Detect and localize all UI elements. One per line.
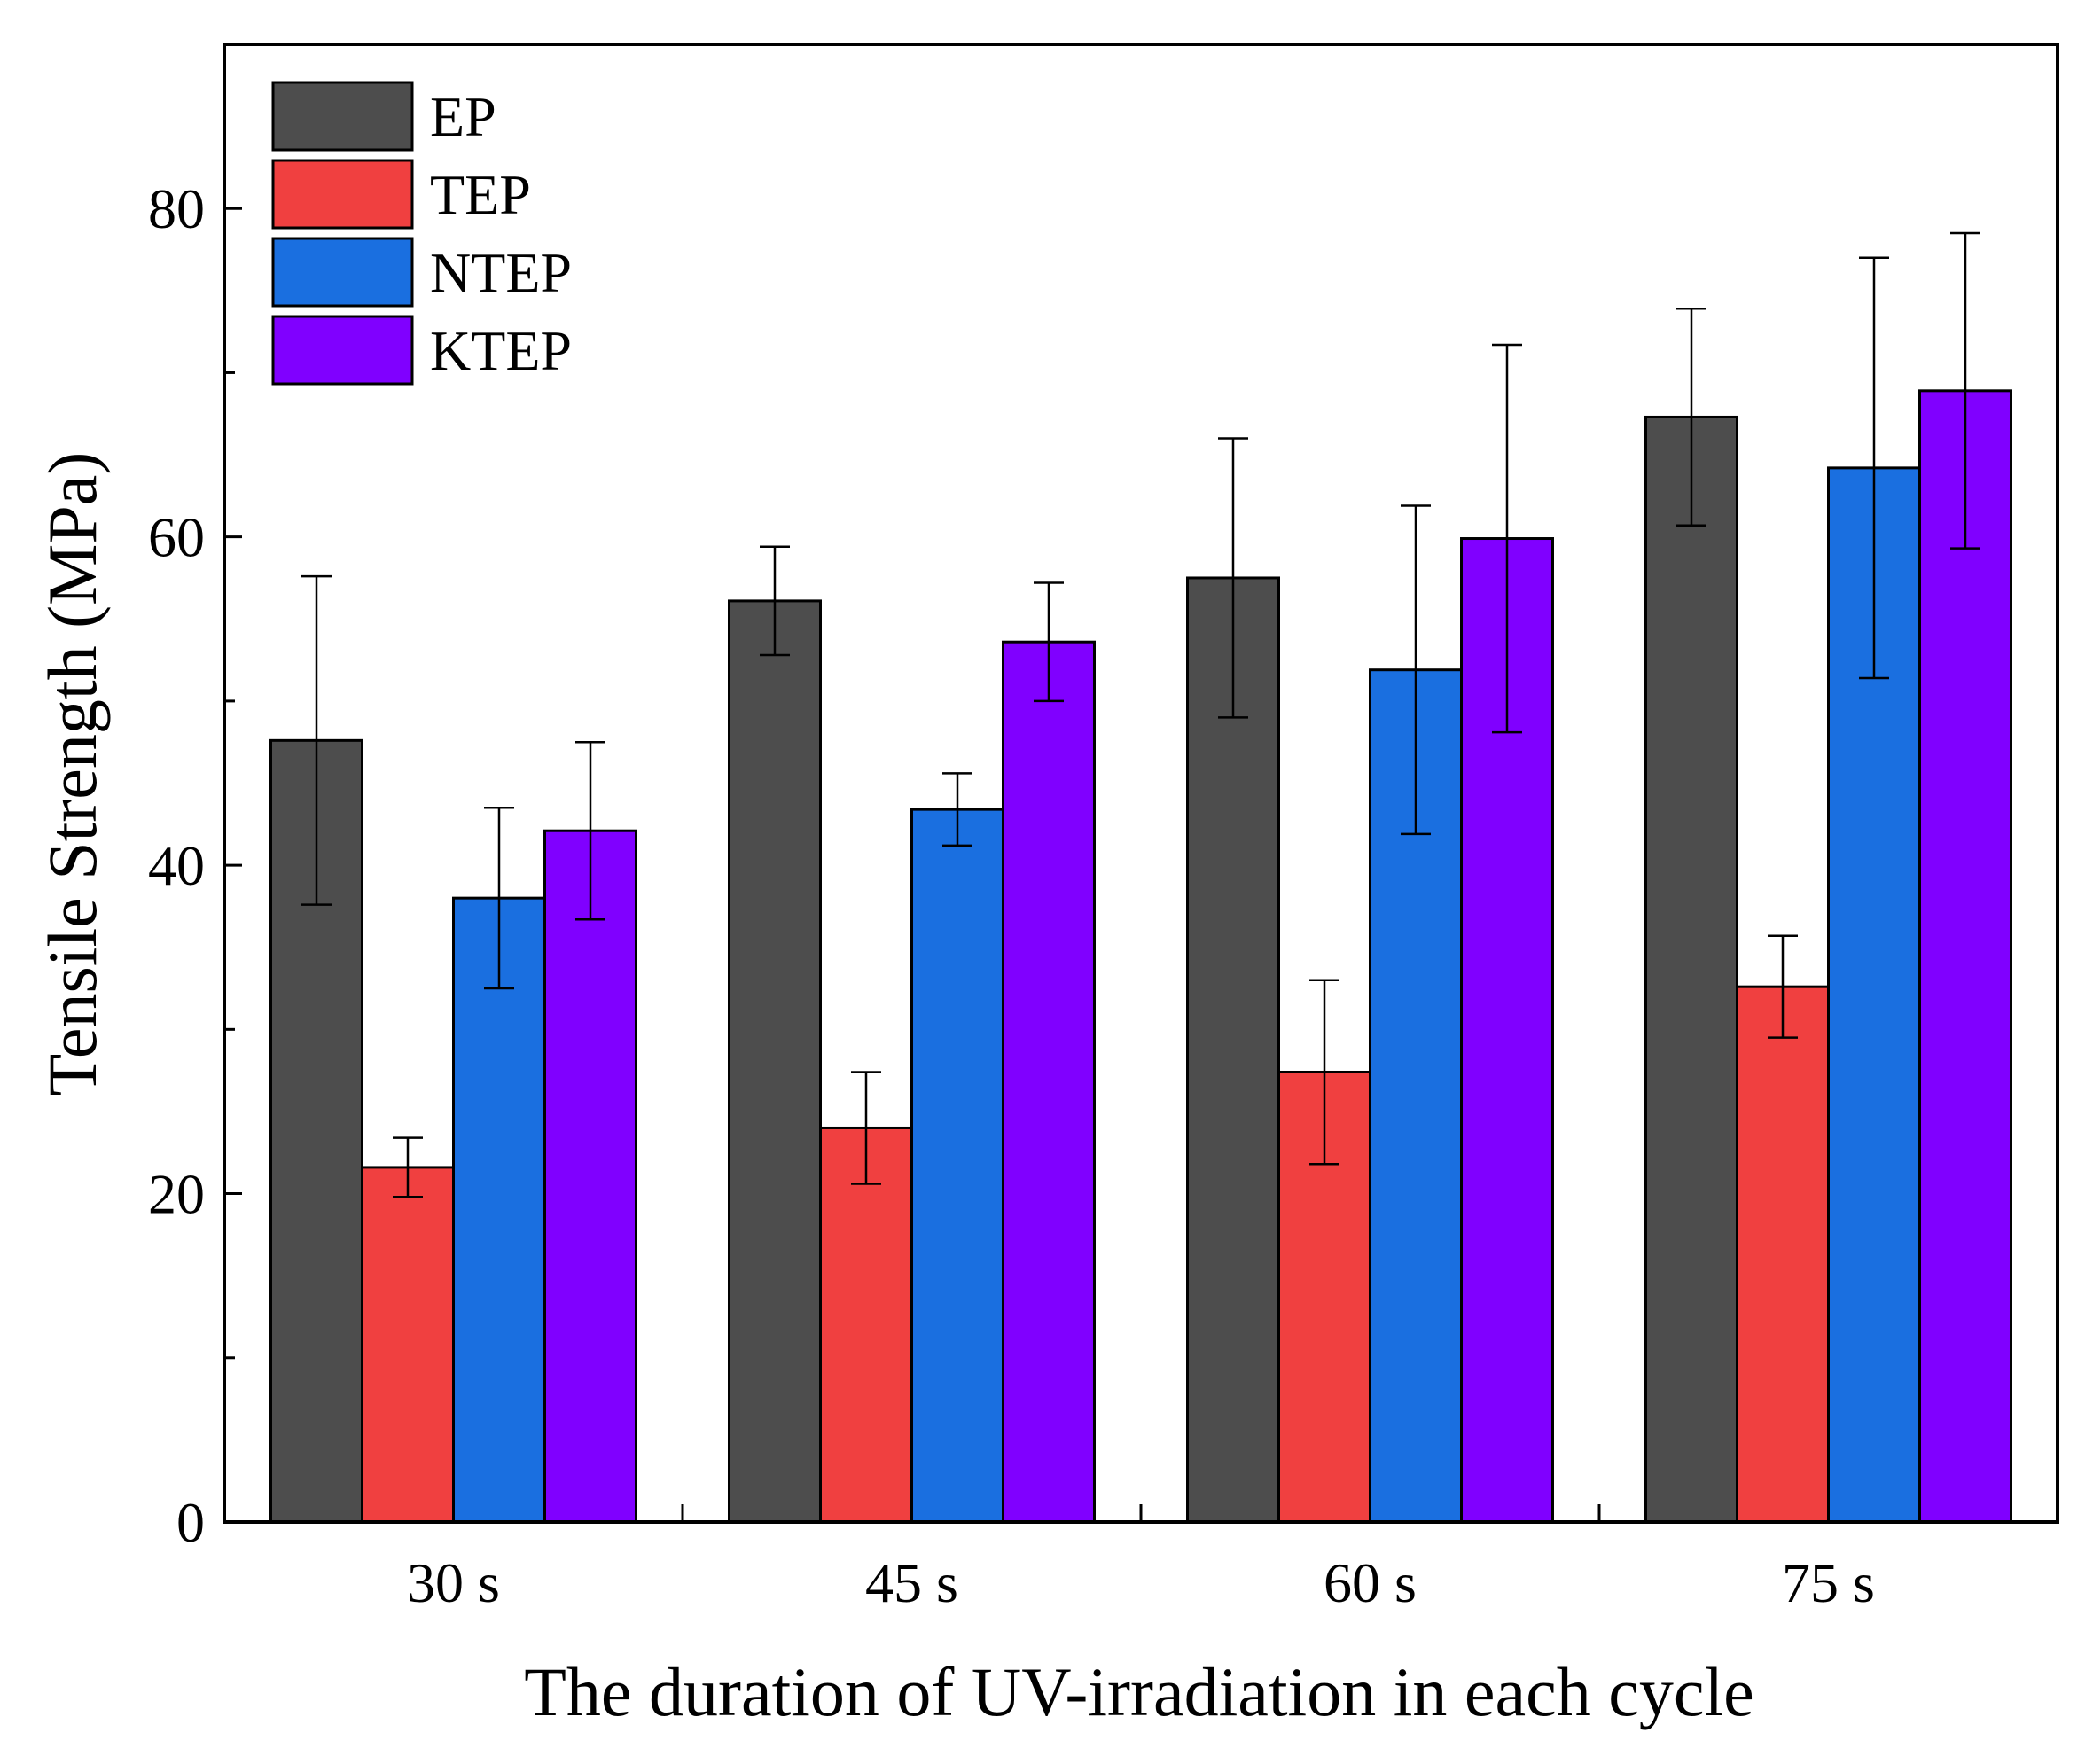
error-bar-tep-1 <box>851 1071 881 1185</box>
y-tick-label-60: 60 <box>148 506 205 569</box>
bar-ntep-1 <box>910 808 1004 1524</box>
y-tick-label-0: 0 <box>176 1491 205 1554</box>
bar-ktep-3 <box>1918 389 2012 1524</box>
legend-item-ntep: NTEP <box>271 237 572 308</box>
x-tick-label-3: 75 s <box>1782 1551 1875 1614</box>
bar-ntep-0 <box>452 896 546 1524</box>
bar-ep-1 <box>728 599 822 1524</box>
series-tep <box>361 934 1830 1524</box>
bar-ktep-1 <box>1002 640 1096 1524</box>
legend-label-ktep: KTEP <box>430 319 572 382</box>
error-bar-ktep-2 <box>1492 343 1522 734</box>
legend-swatch-tep <box>271 159 414 230</box>
legend-label-ep: EP <box>430 85 496 148</box>
series-ntep <box>452 256 1921 1524</box>
error-bar-tep-2 <box>1309 979 1339 1166</box>
bar-tep-1 <box>819 1126 913 1524</box>
error-bar-ep-0 <box>301 574 332 906</box>
bar-ktep-0 <box>543 829 637 1524</box>
x-tick-label-2: 60 s <box>1324 1551 1417 1614</box>
x-axis-title: The duration of UV-irradiation in each c… <box>524 1653 1754 1730</box>
legend-swatch-ktep <box>271 315 414 386</box>
legend-item-ktep: KTEP <box>271 315 572 386</box>
error-bar-ep-1 <box>760 545 790 657</box>
bar-tep-3 <box>1736 985 1830 1524</box>
error-bar-ep-3 <box>1676 307 1706 527</box>
error-bar-tep-0 <box>393 1136 423 1198</box>
legend-swatch-ep <box>271 81 414 152</box>
legend-label-ntep: NTEP <box>430 241 572 304</box>
error-bar-ktep-0 <box>575 740 605 921</box>
x-tick-label-0: 30 s <box>407 1551 500 1614</box>
error-bar-tep-3 <box>1768 934 1798 1039</box>
bar-tep-0 <box>361 1166 455 1524</box>
bar-ep-3 <box>1644 415 1738 1524</box>
y-tick-label-40: 40 <box>148 834 205 897</box>
error-bar-ntep-3 <box>1859 256 1889 680</box>
legend-swatch-ntep <box>271 237 414 308</box>
series-ktep <box>543 231 2012 1524</box>
x-tick-label-1: 45 s <box>865 1551 958 1614</box>
legend-item-tep: TEP <box>271 159 531 230</box>
legend-label-tep: TEP <box>430 163 531 226</box>
legend: EP TEP NTEP KTEP <box>271 81 572 386</box>
y-tick-label-80: 80 <box>148 177 205 240</box>
y-tick-label-20: 20 <box>148 1163 205 1226</box>
error-bar-ntep-2 <box>1401 504 1431 836</box>
error-bar-ntep-0 <box>484 807 514 990</box>
error-bar-ep-2 <box>1218 437 1248 719</box>
series-ep <box>269 307 1738 1524</box>
error-bar-ktep-1 <box>1034 581 1064 703</box>
error-bar-ktep-3 <box>1950 231 1980 550</box>
error-bar-ntep-1 <box>942 772 972 847</box>
y-axis-title: Tensile Strength (MPa) <box>34 452 111 1097</box>
legend-item-ep: EP <box>271 81 496 152</box>
bar-ep-2 <box>1186 576 1280 1524</box>
